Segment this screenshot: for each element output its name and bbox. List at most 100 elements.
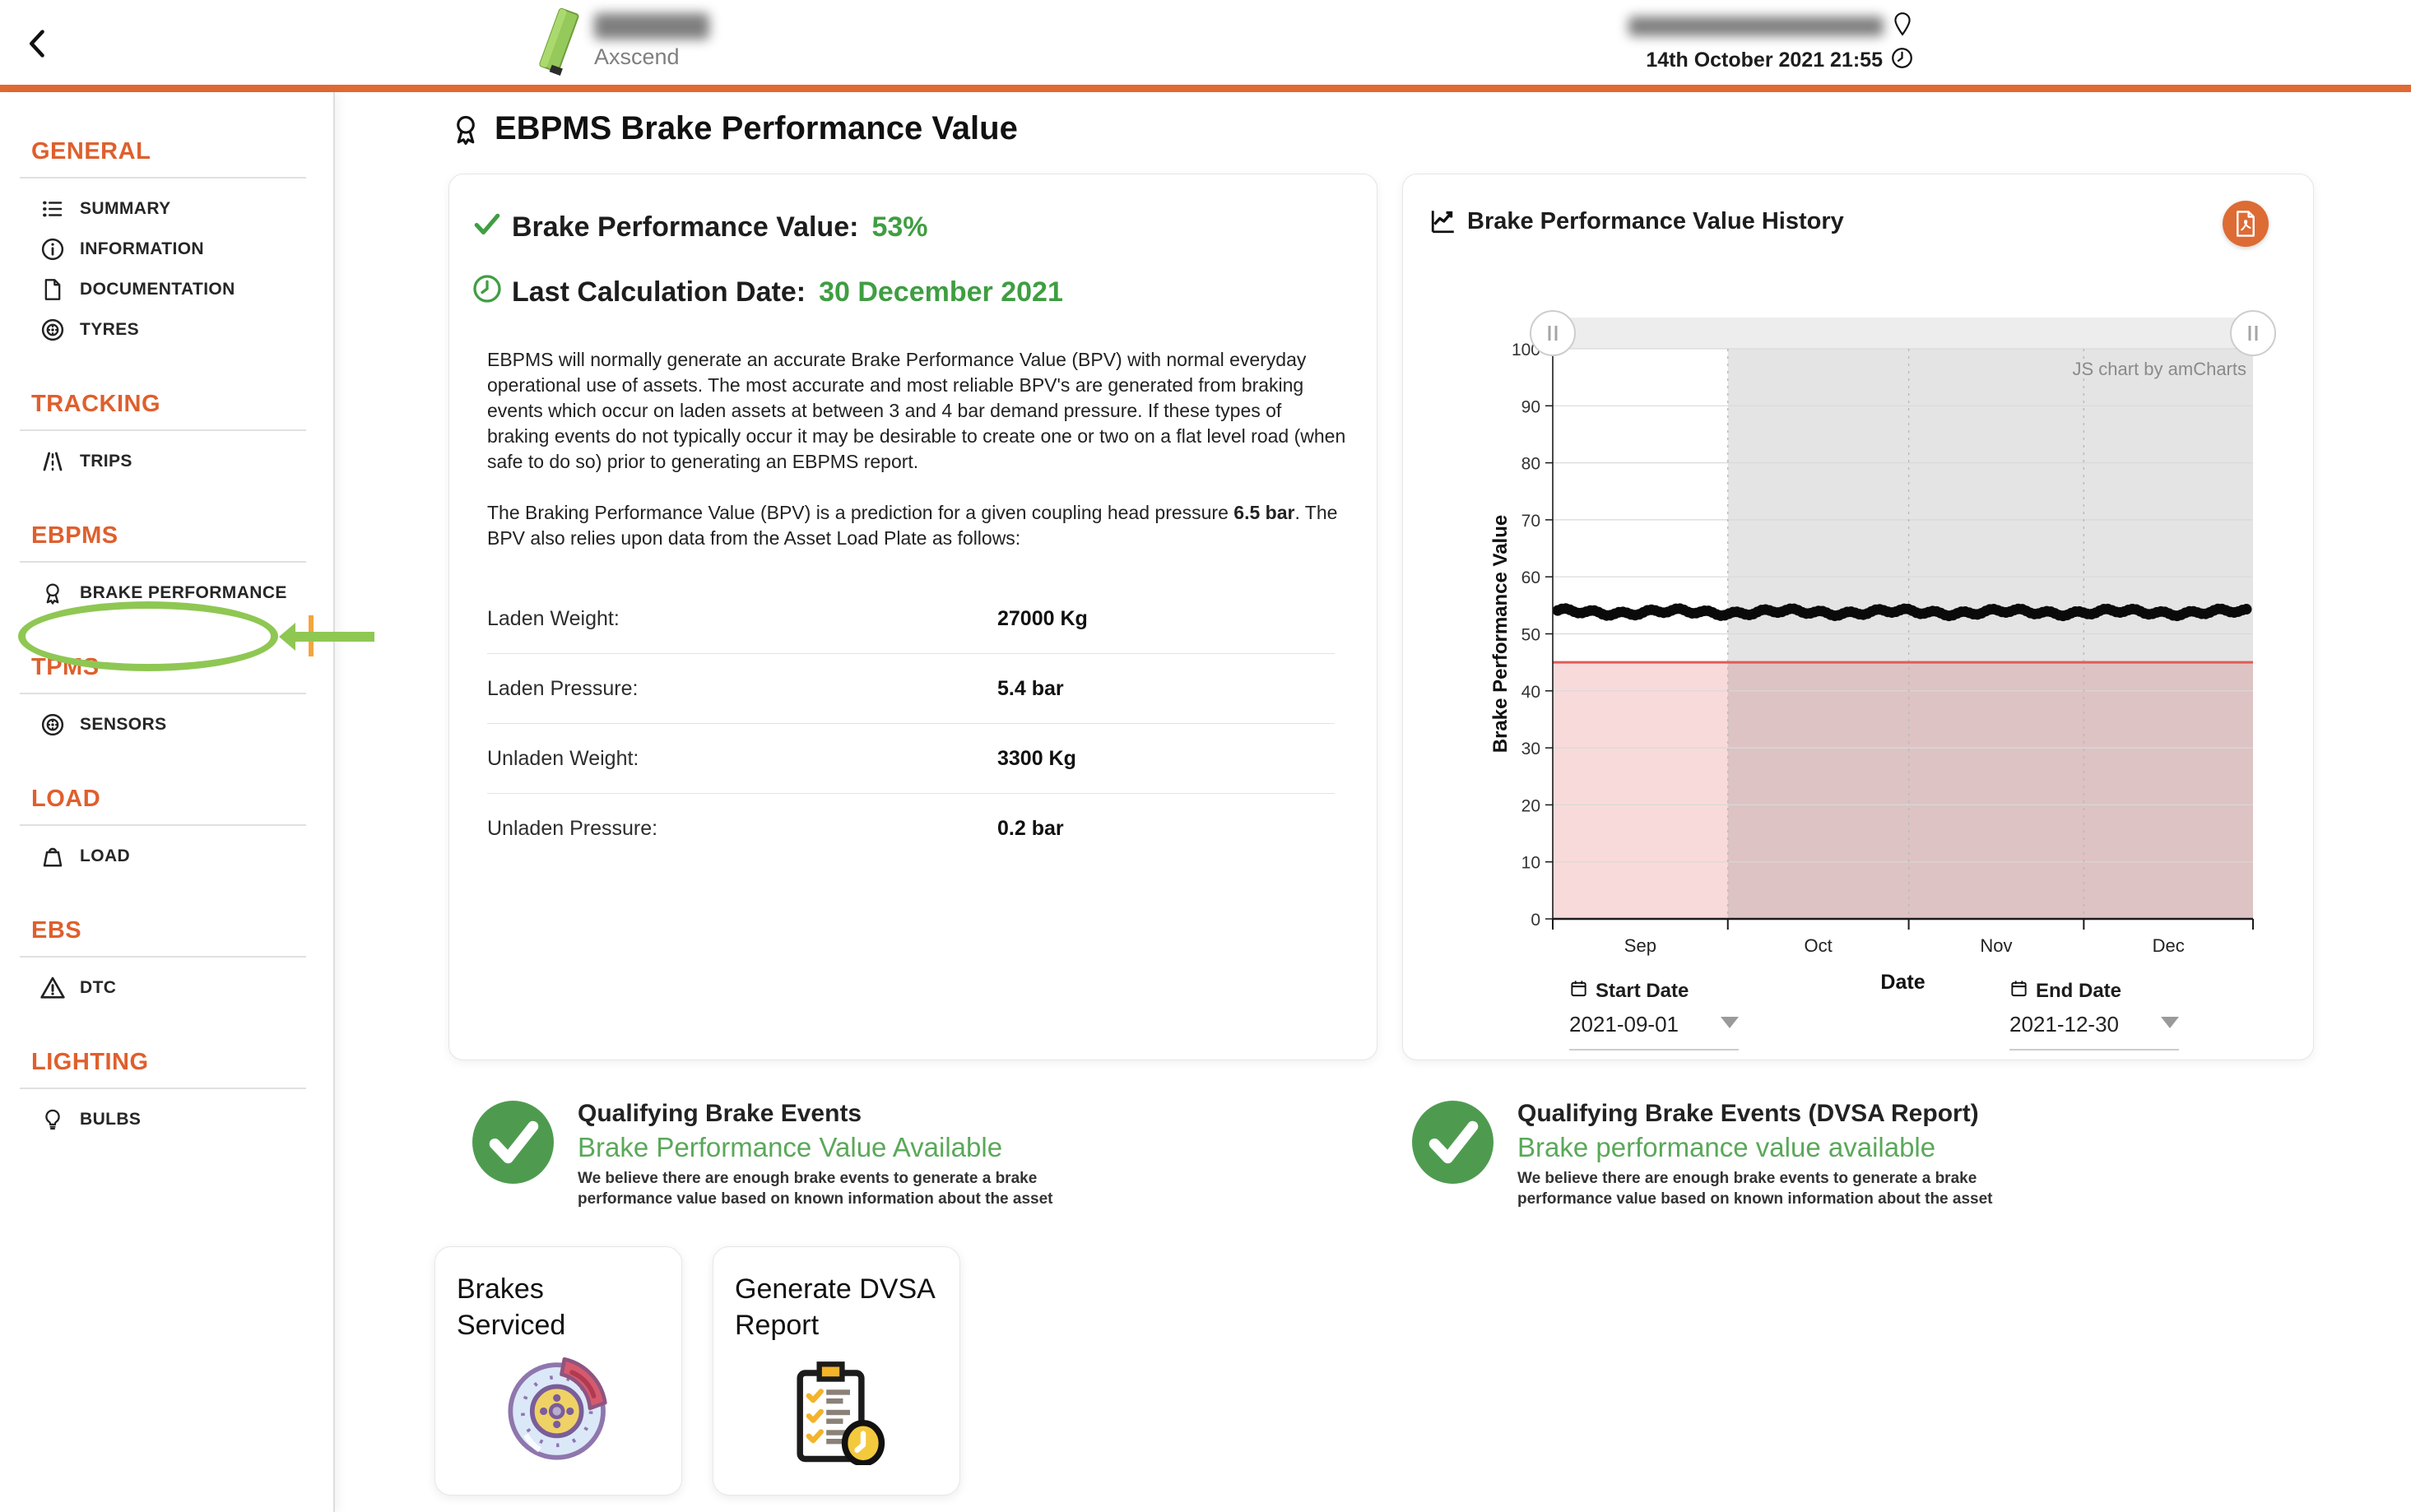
bpv-paragraph-1: EBPMS will normally generate an accurate… xyxy=(487,349,1346,472)
table-row: Laden Weight: 27000 Kg xyxy=(487,584,1335,654)
sidebar-section-tracking: TRACKING TRIPS xyxy=(20,391,333,481)
table-row: Laden Pressure: 5.4 bar xyxy=(487,654,1335,724)
sidebar-section-title: GENERAL xyxy=(31,138,151,165)
sidebar-section-title: TRACKING xyxy=(31,391,161,417)
sidebar-item-label: DTC xyxy=(80,977,117,997)
chevron-down-icon xyxy=(1721,1017,1739,1028)
calendar-icon xyxy=(1569,979,1588,1004)
app-header: Axscend 14th October 2021 21:55 xyxy=(0,0,2411,85)
svg-text:JS chart by amCharts: JS chart by amCharts xyxy=(2072,359,2246,379)
bulb-icon xyxy=(39,1106,66,1133)
sidebar-section-lighting: LIGHTING BULBS xyxy=(20,1049,333,1139)
svg-text:Date: Date xyxy=(1880,971,1925,994)
tyre-icon xyxy=(39,712,66,738)
svg-text:50: 50 xyxy=(1521,626,1540,645)
sidebar-section-title: EBS xyxy=(31,917,82,944)
bpv-summary-card: Brake Performance Value: 53% Last Calcul… xyxy=(448,174,1377,1060)
award-icon xyxy=(39,580,66,606)
svg-text:40: 40 xyxy=(1521,683,1540,702)
sidebar-item-tyres[interactable]: TYRES xyxy=(31,309,333,350)
sidebar: GENERAL SUMMARY INFORMATION DOCUMENTATION TY… xyxy=(0,92,335,1512)
qualifying-brake-events-dvsa: Qualifying Brake Events (DVSA Report) Br… xyxy=(1411,1100,2060,1209)
divider xyxy=(20,1088,306,1089)
sidebar-section-title: TPMS xyxy=(31,654,100,680)
svg-text:Oct: Oct xyxy=(1805,935,1833,956)
brakes-serviced-button[interactable]: Brakes Serviced xyxy=(434,1246,682,1496)
clock-icon xyxy=(1891,47,1913,73)
tyre-icon xyxy=(39,317,66,343)
sidebar-item-summary[interactable]: SUMMARY xyxy=(31,188,333,229)
header-meta: 14th October 2021 21:55 xyxy=(1628,12,1913,73)
calendar-icon xyxy=(2009,979,2028,1004)
clock-icon xyxy=(472,274,502,311)
sidebar-section-title: LOAD xyxy=(31,786,101,812)
location-pin-icon xyxy=(1892,12,1913,40)
sidebar-section-ebs: EBS DTC xyxy=(20,917,333,1008)
divider xyxy=(20,956,306,958)
sidebar-item-label: TYRES xyxy=(80,319,140,339)
table-row: Unladen Weight: 3300 Kg xyxy=(487,724,1335,794)
header-accent-rule xyxy=(0,85,2411,92)
info-icon xyxy=(39,236,66,262)
qualifying-brake-events: Qualifying Brake Events Brake Performanc… xyxy=(472,1100,1362,1209)
svg-text:0: 0 xyxy=(1531,911,1540,930)
bpv-history-chart: 0 10 20 30 40 50 60 70 80 90 100 Sep Oct Nov Dec Date Br… xyxy=(1403,174,2313,1060)
main-content: EBPMS Brake Performance Value Brake Perf… xyxy=(335,92,2411,1512)
blurred-asset-id xyxy=(594,13,709,39)
sidebar-item-information[interactable]: INFORMATION xyxy=(31,229,333,269)
sidebar-item-brake-performance[interactable]: BRAKE PERFORMANCE xyxy=(31,573,333,613)
line-chart-icon xyxy=(1429,207,1457,235)
start-date-picker[interactable]: Start Date 2021-09-01 xyxy=(1569,979,1739,1051)
sidebar-item-label: INFORMATION xyxy=(80,239,204,258)
svg-text:Nov: Nov xyxy=(1980,935,2012,956)
generate-dvsa-report-button[interactable]: Generate DVSA Report xyxy=(713,1246,960,1496)
status-text: Brake performance value available xyxy=(1517,1132,1936,1162)
status-text: Brake Performance Value Available xyxy=(578,1132,1003,1162)
svg-text:Dec: Dec xyxy=(2153,935,2185,956)
sidebar-item-label: LOAD xyxy=(80,846,131,865)
road-icon xyxy=(39,448,66,475)
dvsa-report-icon xyxy=(796,1361,885,1466)
sidebar-item-bulbs[interactable]: BULBS xyxy=(31,1099,333,1139)
bpv-value: 53% xyxy=(871,211,928,243)
sidebar-item-trips[interactable]: TRIPS xyxy=(31,441,333,481)
sidebar-item-sensors[interactable]: SENSORS xyxy=(31,704,333,744)
sidebar-section-title: LIGHTING xyxy=(31,1049,149,1075)
scrollbar-handle[interactable] xyxy=(2230,310,2276,356)
chart-title: Brake Performance Value History xyxy=(1403,174,2313,235)
scrollbar-handle[interactable] xyxy=(1530,310,1576,356)
start-date-value[interactable]: 2021-09-01 xyxy=(1569,1012,1739,1051)
sidebar-item-dtc[interactable]: DTC xyxy=(31,967,333,1008)
sidebar-item-label: SENSORS xyxy=(80,714,167,734)
svg-text:90: 90 xyxy=(1521,397,1540,416)
sidebar-item-label: TRIPS xyxy=(80,451,132,471)
document-icon xyxy=(39,276,66,303)
back-button[interactable] xyxy=(21,27,54,60)
sidebar-item-label: DOCUMENTATION xyxy=(80,279,235,299)
svg-text:Brake Performance Value: Brake Performance Value xyxy=(1489,515,1512,754)
sidebar-item-label: BULBS xyxy=(80,1109,142,1129)
sidebar-item-documentation[interactable]: DOCUMENTATION xyxy=(31,269,333,309)
calc-date-value: 30 December 2021 xyxy=(819,276,1063,308)
export-pdf-button[interactable] xyxy=(2223,201,2269,247)
success-check-icon xyxy=(472,1101,554,1184)
sidebar-section-title: EBPMS xyxy=(31,522,118,549)
svg-text:30: 30 xyxy=(1521,740,1540,758)
svg-text:60: 60 xyxy=(1521,568,1540,587)
check-icon xyxy=(472,209,502,246)
svg-text:Sep: Sep xyxy=(1624,935,1656,956)
list-icon xyxy=(39,196,66,222)
sidebar-item-label: SUMMARY xyxy=(80,198,171,218)
svg-text:10: 10 xyxy=(1521,854,1540,873)
table-row: Unladen Pressure: 0.2 bar xyxy=(487,817,1064,840)
end-date-picker[interactable]: End Date 2021-12-30 xyxy=(2009,979,2179,1051)
bpv-paragraph-2: The Braking Performance Value (BPV) is a… xyxy=(487,502,1338,549)
asset-brand-block: Axscend xyxy=(535,7,709,85)
sidebar-item-load[interactable]: LOAD xyxy=(31,836,333,876)
success-check-icon xyxy=(1412,1101,1494,1184)
sidebar-section-tpms: TPMS SENSORS xyxy=(20,654,333,744)
award-icon xyxy=(448,112,483,146)
divider xyxy=(20,429,306,431)
end-date-value[interactable]: 2021-12-30 xyxy=(2009,1012,2179,1051)
bpv-description: EBPMS will normally generate an accurate… xyxy=(487,347,1347,551)
